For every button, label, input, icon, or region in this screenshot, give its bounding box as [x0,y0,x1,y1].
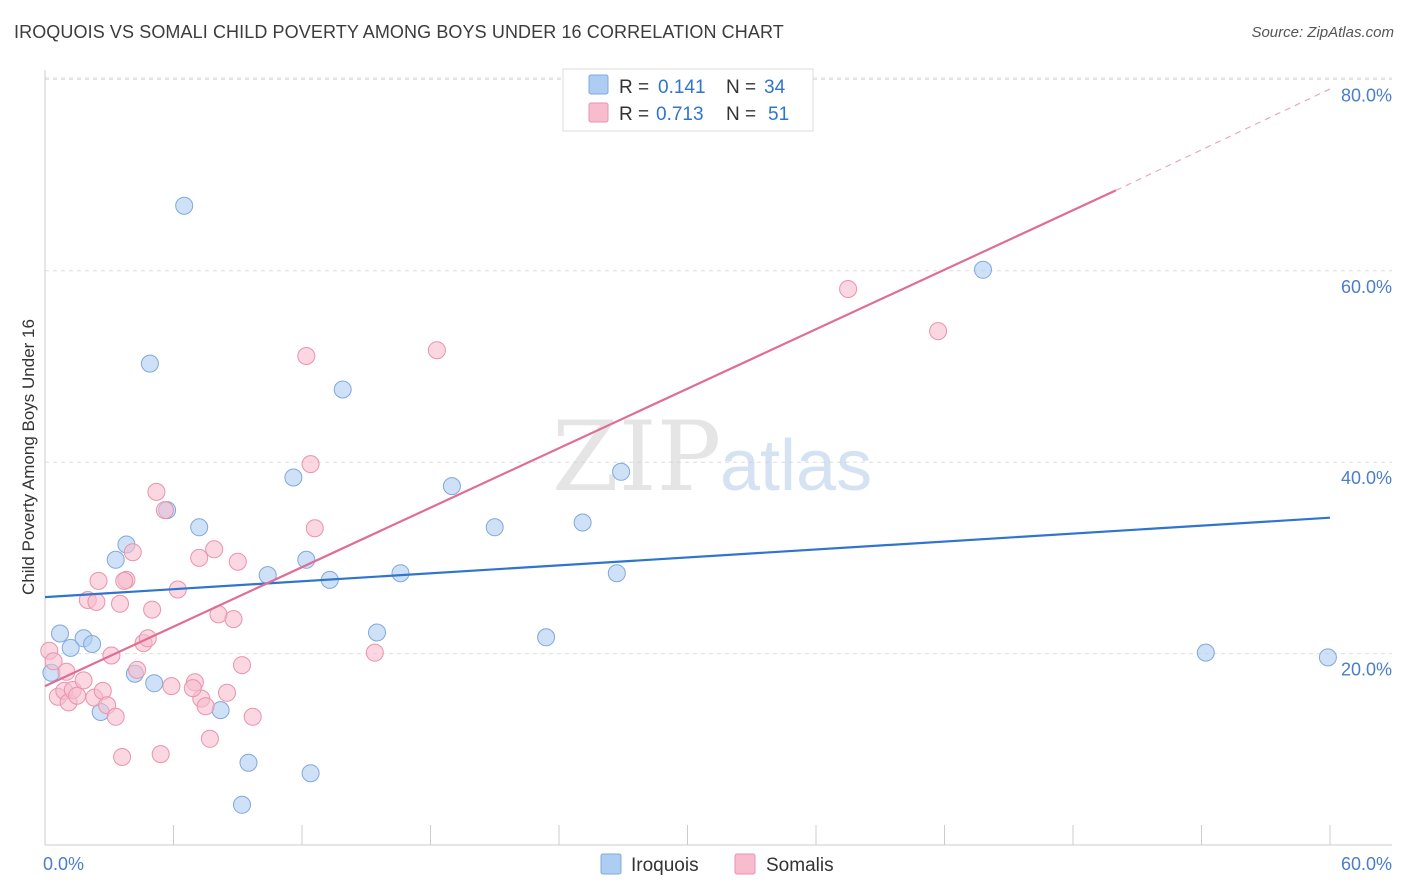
somalis-point [233,656,251,675]
somalis-point [57,662,76,681]
somalis-point [297,347,316,365]
watermark-zip: ZIP [552,401,721,513]
iroquois-point [140,354,159,373]
iroquois-point [190,518,209,537]
iroquois-point [106,550,125,569]
legend-r-value-somalis: 0.713 [656,104,704,125]
iroquois-point [1196,643,1215,662]
somalis-point [111,594,129,613]
iroquois-point [573,513,592,532]
somalis-point [74,671,93,690]
somalis-point [151,745,170,764]
y-axis-label: Child Poverty Among Boys Under 16 [19,319,38,595]
somalis-point [106,707,125,726]
y-tick-label: 60.0% [1341,277,1392,297]
iroquois-point [368,623,386,642]
somalis-point [205,540,224,559]
legend-n-value-somalis: 51 [768,104,789,125]
somalis-point [87,592,106,611]
somalis-point [228,552,247,571]
iroquois-point [974,260,992,279]
trend-line-somalis-extension [1115,88,1331,191]
iroquois-point [284,468,303,487]
somalis-point [147,482,166,501]
somalis-point [218,683,236,702]
iroquois-point [145,674,164,693]
trend-lines [44,88,1331,688]
somalis-point [305,519,324,538]
somalis-point [365,643,384,662]
somalis-point [839,280,858,298]
trend-line-somalis [44,189,1117,688]
somalis-point [128,660,147,679]
iroquois-point [175,196,194,215]
legend-n-label-iroquois: N = [726,77,756,98]
watermark-atlas: atlas [720,426,872,506]
legend-n-label-somalis: N = [726,104,756,125]
x-tick-label: 0.0% [43,854,84,874]
somalis-point [196,697,215,716]
legend-swatch-iroquois [588,74,609,95]
somalis-point [113,748,132,766]
somalis-point [115,571,134,590]
y-tick-label: 80.0% [1341,85,1392,105]
somalis-point [162,677,181,696]
iroquois-point [333,380,352,399]
series-somalis-points [40,280,948,766]
legend-r-value-iroquois: 0.141 [658,77,706,98]
x-tick-label: 60.0% [1341,854,1392,874]
chart-source: Source: ZipAtlas.com [1251,24,1394,41]
legend-r-label-somalis: R = [619,104,649,125]
axes [44,70,1392,846]
somalis-point [123,543,142,562]
grid-lines [45,77,1392,655]
bottom-legend: Iroquois Somalis [600,853,834,876]
bottom-legend-swatch-somalis [734,853,756,875]
iroquois-point [612,462,631,481]
iroquois-point [61,638,80,657]
somalis-point [243,707,262,726]
somalis-point [155,501,174,520]
y-tick-label: 20.0% [1341,660,1392,680]
somalis-point [224,610,243,629]
iroquois-point [211,701,230,720]
legend-swatch-somalis [588,102,609,123]
somalis-point [190,548,209,567]
chart-title: IROQUOIS VS SOMALI CHILD POVERTY AMONG B… [14,22,784,42]
iroquois-point [239,753,258,772]
y-tick-label: 40.0% [1341,468,1392,488]
iroquois-point [1318,648,1337,667]
somalis-point [183,679,202,698]
iroquois-point [301,764,320,783]
legend-r-label-iroquois: R = [619,77,649,98]
top-legend: R = 0.141 N = 34 R = 0.713 N = 51 [562,68,814,132]
legend-n-value-iroquois: 34 [764,77,786,98]
somalis-point [143,600,162,619]
somalis-point [929,322,948,341]
somalis-point [68,686,87,705]
iroquois-point [391,564,410,583]
watermark: ZIP atlas [552,401,872,513]
iroquois-point [485,518,504,537]
somalis-point [200,729,219,748]
bottom-legend-label-iroquois: Iroquois [631,855,699,876]
iroquois-point [607,564,626,583]
iroquois-point [233,795,251,814]
bottom-legend-label-somalis: Somalis [766,855,834,876]
iroquois-point [537,628,556,647]
somalis-point [44,652,63,671]
bottom-legend-swatch-iroquois [600,853,622,875]
somalis-point [301,455,320,474]
iroquois-point [83,635,102,653]
tick-labels: 20.0% 40.0% 60.0% 80.0% 0.0% 60.0% [43,85,1392,874]
somalis-point [427,341,446,360]
iroquois-point [51,624,69,643]
somalis-point [89,571,108,590]
trend-line-iroquois [44,516,1331,599]
iroquois-point [442,477,461,496]
